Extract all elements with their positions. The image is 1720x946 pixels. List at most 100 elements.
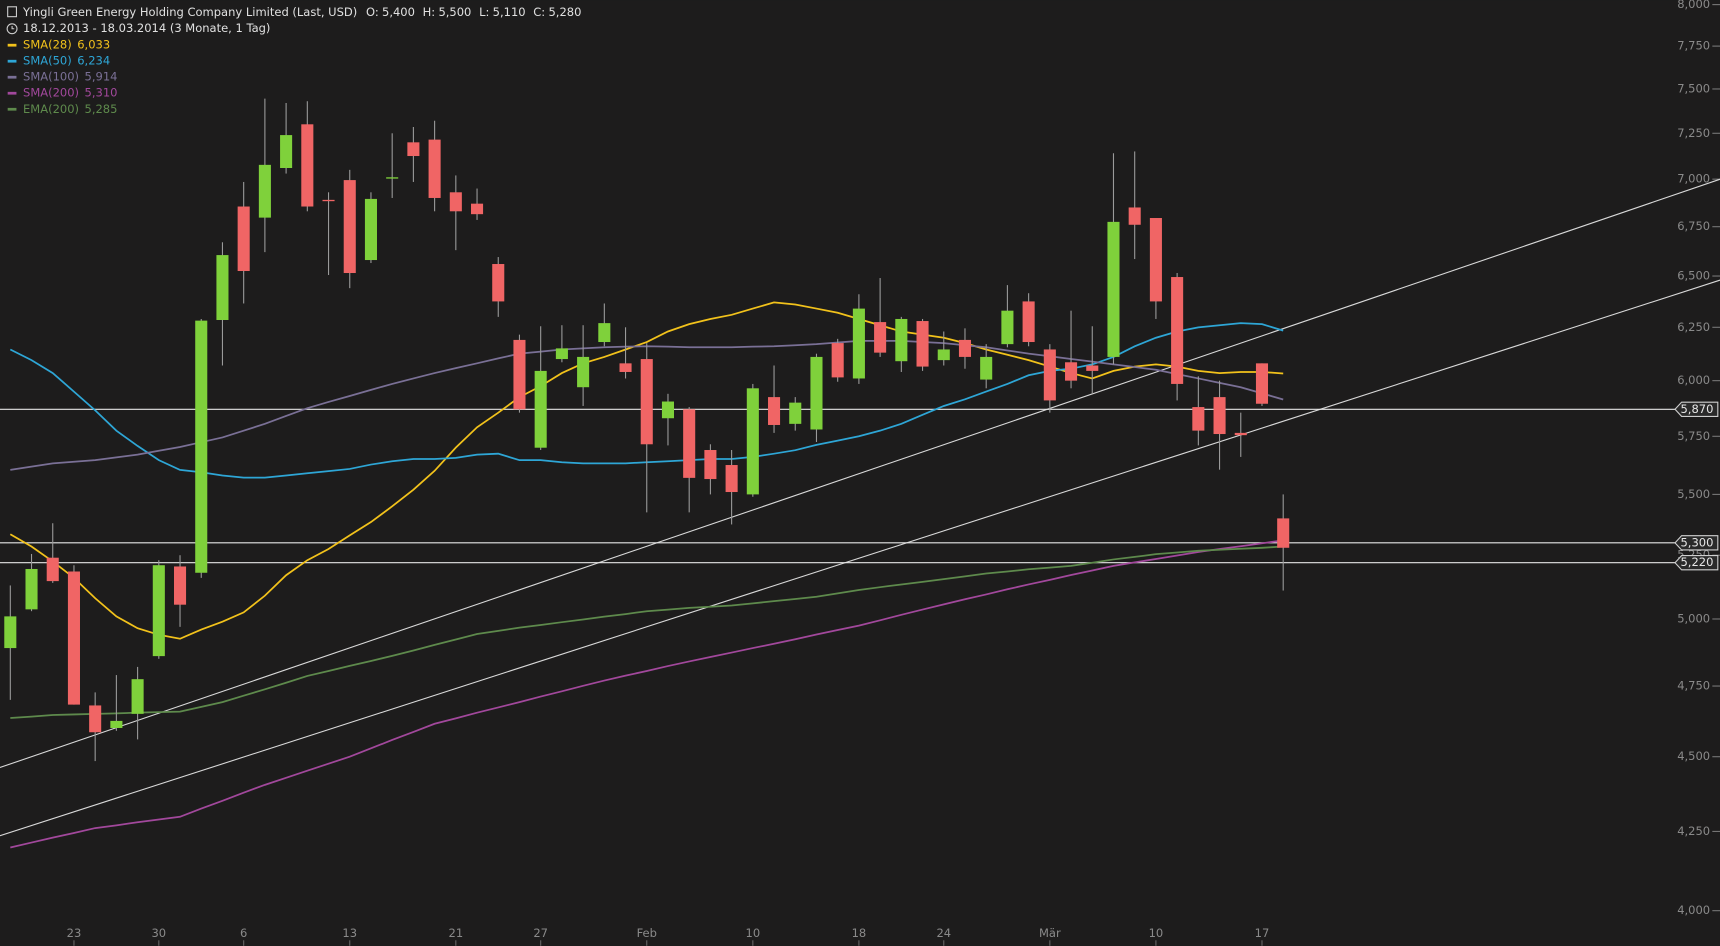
candle-body <box>661 401 675 419</box>
candle-body <box>704 450 717 480</box>
chart-icon <box>7 6 18 18</box>
y-tick-label: 4,500 <box>1677 749 1710 763</box>
x-tick-label: 13 <box>342 926 357 940</box>
candle-body <box>852 308 865 379</box>
y-tick-label: 6,500 <box>1677 269 1710 283</box>
candle-body <box>789 402 802 424</box>
candle-body <box>471 203 484 215</box>
candle-body <box>322 199 335 202</box>
trend-line <box>0 178 1720 769</box>
chart-title: Yingli Green Energy Holding Company Limi… <box>22 5 357 19</box>
candle-body <box>1171 277 1184 384</box>
candle-body <box>577 356 590 388</box>
candle-body <box>46 557 59 582</box>
candle-body <box>534 370 547 448</box>
candle-body <box>407 142 420 157</box>
legend-label: SMA(100) <box>23 70 79 84</box>
x-tick-label: 21 <box>449 926 464 940</box>
candle-body <box>640 359 653 445</box>
candle-body <box>173 566 187 605</box>
candle-body <box>874 322 887 353</box>
legend-label: SMA(200) <box>23 86 79 100</box>
level-label: 5,220 <box>1680 555 1713 569</box>
x-tick-label: Mär <box>1039 926 1061 940</box>
candle-body <box>1128 207 1141 225</box>
y-tick-label: 5,000 <box>1677 611 1710 625</box>
candle-body <box>1277 518 1290 548</box>
level-label: 5,870 <box>1680 402 1713 416</box>
y-tick-label: 4,250 <box>1677 824 1710 838</box>
legend-value: 6,234 <box>77 54 110 68</box>
candle-body <box>555 348 568 360</box>
candle-body <box>131 679 144 714</box>
x-tick-label: 24 <box>936 926 951 940</box>
y-tick-label: 6,000 <box>1677 373 1710 387</box>
candle-body <box>25 568 38 610</box>
candle-body <box>195 320 208 573</box>
header-icons <box>6 6 18 35</box>
legend-label: SMA(28) <box>23 38 72 52</box>
candle-body <box>492 264 505 302</box>
candle-body <box>619 363 632 372</box>
candle-body <box>152 565 165 657</box>
x-tick-label: 30 <box>151 926 166 940</box>
x-tick-label: 10 <box>746 926 761 940</box>
candle-body <box>216 255 229 320</box>
legend-value: 6,033 <box>77 38 110 52</box>
y-tick-label: 5,500 <box>1677 487 1710 501</box>
candle-body <box>4 616 17 649</box>
candle-body <box>1043 349 1056 401</box>
candle-body <box>768 397 781 425</box>
ohlc-value: 5,400 <box>382 5 415 19</box>
candle-body <box>513 339 526 410</box>
candle-body <box>449 192 462 212</box>
legend-value: 5,310 <box>85 86 118 100</box>
y-tick-label: 7,750 <box>1677 39 1710 53</box>
candle-body <box>980 356 993 380</box>
x-tick-label: 6 <box>240 926 247 940</box>
legend-value: 5,914 <box>85 70 118 84</box>
candle-body <box>1022 301 1035 343</box>
y-tick-label: 8,000 <box>1677 0 1710 11</box>
trend-line <box>0 279 1720 837</box>
candle-body <box>831 343 844 378</box>
candle-body <box>364 198 377 261</box>
candle-body <box>1065 362 1078 381</box>
y-tick-label: 6,250 <box>1677 320 1710 334</box>
candle-body <box>895 318 908 362</box>
y-tick-label: 6,750 <box>1677 219 1710 233</box>
legend-label: EMA(200) <box>23 102 79 116</box>
clock-icon <box>6 23 18 35</box>
candle-body <box>1234 432 1247 436</box>
candle-body <box>958 339 972 357</box>
ohlc-name: O: <box>366 5 379 19</box>
candle-body <box>67 571 80 705</box>
ohlc-value: 5,500 <box>438 5 471 19</box>
ohlc-value: 5,280 <box>548 5 581 19</box>
candle-body <box>89 705 102 733</box>
indicator-line <box>10 545 1284 719</box>
ohlc-name: L: <box>479 5 489 19</box>
candle-body <box>725 465 738 493</box>
candle-body <box>598 323 611 343</box>
indicator-line <box>10 539 1284 849</box>
candle-body <box>386 177 399 179</box>
candle-body <box>237 206 250 272</box>
candle-body <box>746 388 759 495</box>
candle-body <box>937 349 950 361</box>
x-tick-label: Feb <box>637 926 657 940</box>
candle-body <box>301 124 314 207</box>
y-tick-label: 4,000 <box>1677 903 1710 917</box>
candle-body <box>1001 310 1014 345</box>
candle-body <box>1149 218 1162 302</box>
candle-body <box>1192 407 1205 431</box>
level-box <box>1674 535 1719 551</box>
y-tick-label: 5,750 <box>1677 429 1710 443</box>
candle-body <box>1107 221 1120 357</box>
candle-body <box>683 409 696 478</box>
level-label: 5,300 <box>1680 535 1713 549</box>
legend-value: 5,285 <box>85 102 118 116</box>
